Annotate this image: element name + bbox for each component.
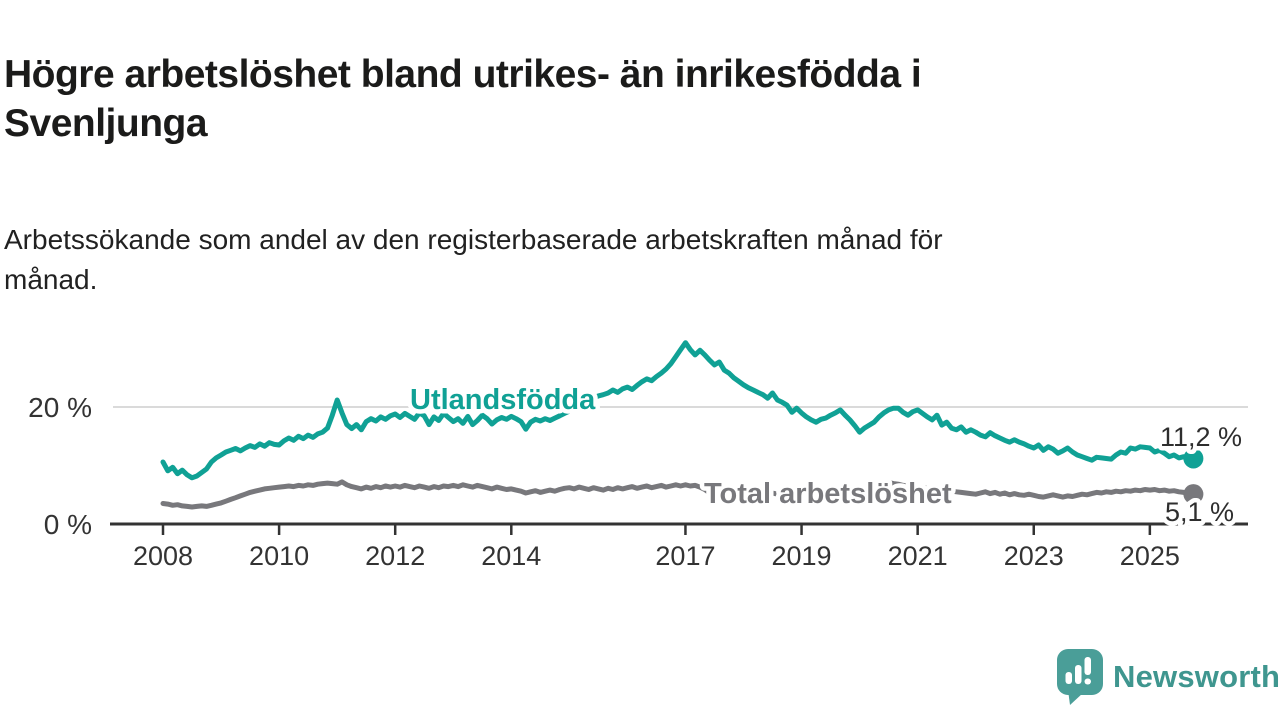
utlandsfodda-line — [160, 340, 1196, 481]
total-end-value: 5,1 % — [1165, 497, 1234, 527]
x-tick-label: 2014 — [481, 541, 541, 571]
y-tick-label: 0 % — [44, 509, 92, 540]
newsworthy-icon — [1057, 649, 1103, 705]
x-tick-label: 2025 — [1120, 541, 1180, 571]
page-title: Högre arbetslöshet bland utrikes- än inr… — [4, 53, 922, 146]
x-tick-label: 2017 — [655, 541, 715, 571]
newsworthy-wordmark: Newsworthy — [1113, 658, 1280, 694]
x-tick-label: 2019 — [772, 541, 832, 571]
total-end-dot — [1183, 484, 1204, 505]
newsworthy-logo: Newsworthy — [1056, 648, 1280, 705]
total-label: Total arbetslöshet — [704, 478, 952, 510]
x-tick-label: 2010 — [249, 541, 309, 571]
utlandsfodda-end-value: 11,2 % — [1160, 422, 1242, 452]
x-tick-label: 2012 — [365, 541, 425, 571]
line-chart: 2008 2010 2012 2014 2017 2019 2021 2023 2025 0 % 2… — [0, 320, 1280, 590]
x-tick-label: 2008 — [133, 541, 193, 571]
total-line — [160, 479, 1196, 510]
utlandsfodda-label: Utlandsfödda — [410, 384, 596, 416]
x-tick-label: 2023 — [1004, 541, 1064, 571]
x-tick-label: 2021 — [888, 541, 948, 571]
chart-canvas: 2008 2010 2012 2014 2017 2019 2021 2023 2025 0 % 2… — [28, 340, 1248, 571]
y-tick-label: 20 % — [28, 392, 92, 423]
utlandsfodda-end-dot — [1183, 448, 1204, 469]
page-subtitle: Arbetssökande som andel av den registerb… — [4, 224, 943, 296]
